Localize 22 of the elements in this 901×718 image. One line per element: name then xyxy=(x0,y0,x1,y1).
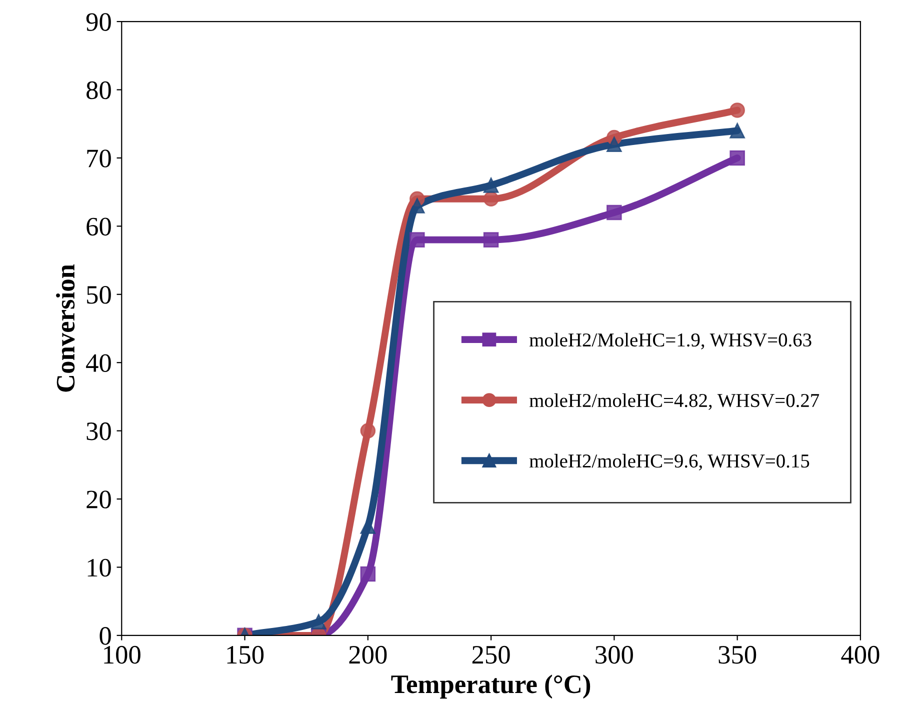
x-tick-label: 300 xyxy=(596,646,633,664)
x-tick-label: 400 xyxy=(841,646,880,664)
legend-label: moleH2/moleHC=4.82, WHSV=0.27 xyxy=(529,393,820,410)
x-tick-label: 150 xyxy=(227,646,264,664)
y-tick-label: 90 xyxy=(86,13,111,31)
x-tick-label: 100 xyxy=(104,646,140,664)
x-axis-title: Temperature (°C) xyxy=(391,674,590,699)
y-tick-label: 70 xyxy=(87,150,111,168)
y-tick-label: 60 xyxy=(86,218,111,236)
y-tick-label: 20 xyxy=(86,490,111,508)
legend-label: moleH2/MoleHC=1.9, WHSV=0.63 xyxy=(529,332,812,350)
y-tick-label: 40 xyxy=(86,354,111,372)
y-tick-label: 80 xyxy=(86,81,111,100)
y-tick-label: 30 xyxy=(86,422,111,440)
x-tick-label: 250 xyxy=(472,646,510,664)
x-tick-label: 350 xyxy=(718,646,756,664)
y-tick-label: 0 xyxy=(100,627,111,645)
y-tick-label: 10 xyxy=(88,558,111,577)
y-tick-label: 50 xyxy=(87,286,111,304)
y-axis-title: Conversion xyxy=(56,264,75,392)
legend-label: moleH2/moleHC=9.6, WHSV=0.15 xyxy=(529,454,810,470)
x-tick-label: 200 xyxy=(349,646,387,664)
